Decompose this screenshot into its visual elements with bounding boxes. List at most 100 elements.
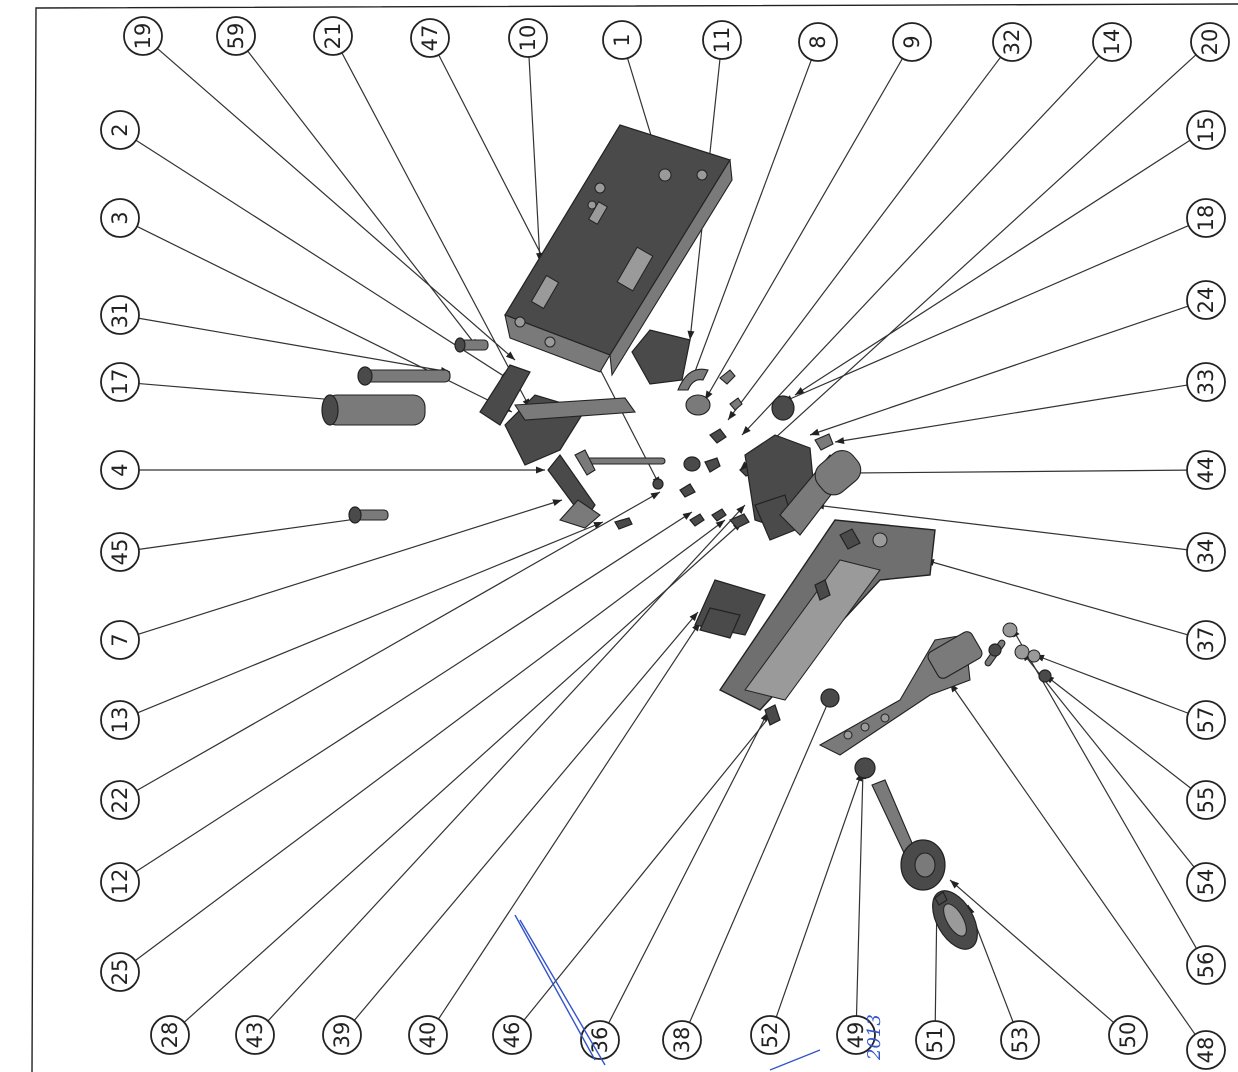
leader-line-40 — [437, 621, 701, 1020]
leader-arrowhead — [810, 428, 820, 436]
balloon-circle — [322, 1015, 362, 1055]
balloon-number: 25 — [108, 959, 132, 986]
balloon-50: 50 — [1108, 1015, 1148, 1055]
leader-line-7 — [137, 499, 563, 635]
leader-line-52 — [775, 771, 863, 1018]
leader-line-14 — [741, 55, 1100, 436]
balloon-number: 40 — [416, 1022, 440, 1049]
balloon-circle — [1186, 280, 1226, 320]
leader-line-22 — [136, 491, 661, 792]
balloon-circle — [100, 952, 140, 992]
balloon-59: 59 — [216, 16, 256, 56]
pen-stroke — [514, 914, 606, 1066]
balloon-number: 48 — [1194, 1037, 1218, 1064]
balloon-number: 50 — [1116, 1022, 1140, 1049]
balloon-number: 59 — [224, 23, 248, 50]
handwritten-note: 2013 — [864, 1014, 885, 1061]
balloon-44: 44 — [1186, 450, 1226, 490]
balloon-circle — [100, 862, 140, 902]
balloon-circle — [100, 700, 140, 740]
balloon-number: 52 — [758, 1022, 782, 1049]
leader-line-21 — [341, 52, 531, 409]
balloon-circle — [492, 1015, 532, 1055]
balloon-circle — [1186, 362, 1226, 402]
leader-line-55 — [1044, 674, 1192, 789]
balloon-number: 10 — [516, 25, 540, 52]
balloon-37: 37 — [1186, 620, 1226, 660]
balloon-3: 3 — [100, 198, 140, 238]
balloon-circle — [408, 1015, 448, 1055]
part-block-43 — [694, 579, 766, 639]
balloon-22: 22 — [100, 780, 140, 820]
balloon-number: 56 — [1194, 952, 1218, 979]
balloon-11: 11 — [702, 20, 742, 60]
balloon-number: 4 — [108, 463, 132, 476]
balloon-54: 54 — [1186, 862, 1226, 902]
balloon-circle — [798, 22, 838, 62]
balloon-38: 38 — [662, 1020, 702, 1060]
balloon-circle — [1186, 780, 1226, 820]
leader-arrowhead — [552, 499, 562, 507]
part-knob-18 — [771, 395, 795, 421]
part-main-housing — [504, 124, 733, 377]
balloon-15: 15 — [1186, 110, 1226, 150]
balloon-number: 53 — [1008, 1027, 1032, 1054]
balloon-number: 15 — [1194, 117, 1218, 144]
balloon-number: 14 — [1100, 29, 1124, 56]
balloon-circle — [235, 1015, 275, 1055]
balloon-number: 51 — [923, 1027, 947, 1054]
part-pin-47 — [584, 457, 666, 465]
balloon-circle — [1186, 450, 1226, 490]
balloon-number: 8 — [806, 35, 830, 48]
balloon-number: 19 — [131, 23, 155, 50]
balloon-circle — [100, 450, 140, 490]
balloon-circle — [1186, 110, 1226, 150]
part-screw-46 — [764, 704, 781, 726]
balloon-7: 7 — [100, 620, 140, 660]
balloon-circle — [100, 780, 140, 820]
balloon-circle — [1000, 1020, 1040, 1060]
part-nut-38 — [820, 688, 840, 708]
balloon-13: 13 — [100, 700, 140, 740]
leader-arrowhead — [728, 410, 737, 420]
balloon-circle — [1186, 198, 1226, 238]
balloon-circle — [662, 1020, 702, 1060]
balloon-number: 43 — [243, 1022, 267, 1049]
balloon-circle — [100, 198, 140, 238]
leader-line-48 — [949, 682, 1196, 1035]
leader-arrowhead — [740, 461, 750, 470]
balloon-1: 1 — [602, 20, 642, 60]
part-plate-2 — [479, 364, 531, 426]
balloon-number: 9 — [900, 35, 924, 48]
balloon-36: 36 — [580, 1020, 620, 1060]
balloon-number: 36 — [588, 1027, 612, 1054]
balloon-number: 11 — [710, 27, 734, 54]
balloon-number: 13 — [108, 707, 132, 734]
leader-line-33 — [834, 384, 1188, 443]
balloon-number: 37 — [1194, 627, 1218, 654]
balloon-number: 49 — [844, 1022, 868, 1049]
balloon-number: 54 — [1194, 869, 1218, 896]
balloon-21: 21 — [313, 16, 353, 56]
balloon-number: 17 — [108, 369, 132, 396]
balloon-40: 40 — [408, 1015, 448, 1055]
drawing-frame — [31, 3, 1238, 1072]
part-cylinder-17 — [321, 394, 426, 426]
balloon-circle — [1186, 620, 1226, 660]
balloon-20: 20 — [1190, 22, 1230, 62]
balloon-39: 39 — [322, 1015, 362, 1055]
leader-line-20 — [739, 54, 1197, 471]
balloon-circle — [100, 532, 140, 572]
balloon-number: 47 — [418, 25, 442, 52]
balloon-45: 45 — [100, 532, 140, 572]
leader-line-32 — [727, 56, 1002, 421]
leader-arrowhead — [650, 492, 660, 500]
leader-line-50 — [949, 879, 1115, 1023]
leader-line-38 — [688, 697, 831, 1023]
leader-arrowhead — [593, 522, 603, 529]
balloon-circle — [1186, 1030, 1226, 1070]
part-lever-48 — [818, 631, 983, 756]
balloon-circle — [580, 1020, 620, 1060]
balloon-47: 47 — [410, 18, 450, 58]
balloon-12: 12 — [100, 862, 140, 902]
